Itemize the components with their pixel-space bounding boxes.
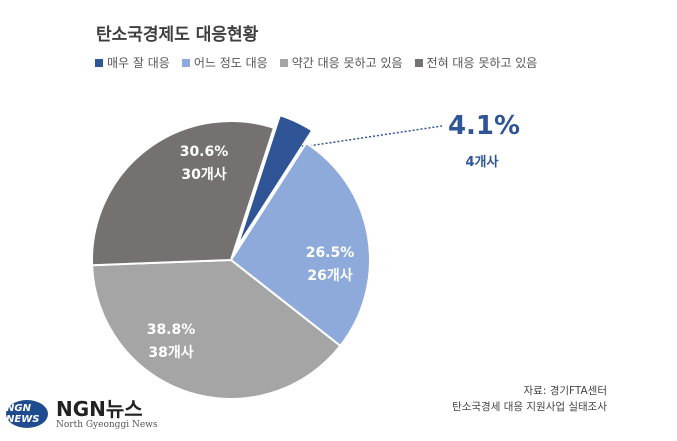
- pie-slice-2: [91, 258, 342, 400]
- source-note: 자료: 경기FTA센터 탄소국경세 대응 지원사업 실태조사: [452, 383, 607, 415]
- pie-slice-0: [236, 113, 314, 248]
- legend-swatch: [95, 58, 103, 67]
- source-line: 탄소국경세 대응 지원사업 실태조사: [452, 401, 607, 413]
- logo-mark: NGN NEWS: [6, 400, 48, 428]
- legend-swatch: [279, 58, 288, 67]
- data-label-count-1: 26개사: [307, 268, 352, 284]
- legend-label: 매우 잘 대응: [107, 56, 170, 70]
- legend-label: 약간 대응 못하고 있음: [291, 56, 403, 70]
- data-label-percent-0: 4.1%: [448, 111, 520, 141]
- legend-item-very-well: 매우 잘 대응: [95, 54, 170, 71]
- data-label-count-0: 4개사: [466, 154, 499, 170]
- pie-slice-3: [91, 120, 276, 267]
- data-label-percent-2: 38.8%: [147, 322, 196, 338]
- legend-item-slightly-not: 약간 대응 못하고 있음: [279, 54, 403, 71]
- ngn-news-logo: NGN NEWS NGN뉴스 North Gyeonggi News: [6, 398, 157, 430]
- chart-title: 탄소국경제도 대응현황: [96, 25, 259, 45]
- chart-legend: 매우 잘 대응 어느 정도 대응 약간 대응 못하고 있음 전혀 대응 못하고 …: [95, 54, 537, 71]
- source-line: 자료: 경기FTA센터: [523, 385, 607, 397]
- data-label-percent-3: 30.6%: [180, 144, 229, 160]
- logo-subtitle: North Gyeonggi News: [56, 420, 158, 430]
- legend-swatch: [414, 58, 423, 67]
- pie-slice-1: [229, 141, 371, 348]
- logo-name: NGN뉴스: [56, 397, 143, 421]
- data-label-count-2: 38개사: [148, 345, 193, 361]
- legend-label: 전혀 대응 못하고 있음: [426, 56, 538, 70]
- legend-swatch: [181, 58, 190, 67]
- legend-label: 어느 정도 대응: [193, 56, 268, 70]
- legend-item-somewhat: 어느 정도 대응: [181, 54, 268, 71]
- legend-item-not-at-all: 전혀 대응 못하고 있음: [414, 54, 538, 71]
- data-label-count-3: 30개사: [181, 167, 226, 183]
- data-label-percent-1: 26.5%: [306, 245, 355, 261]
